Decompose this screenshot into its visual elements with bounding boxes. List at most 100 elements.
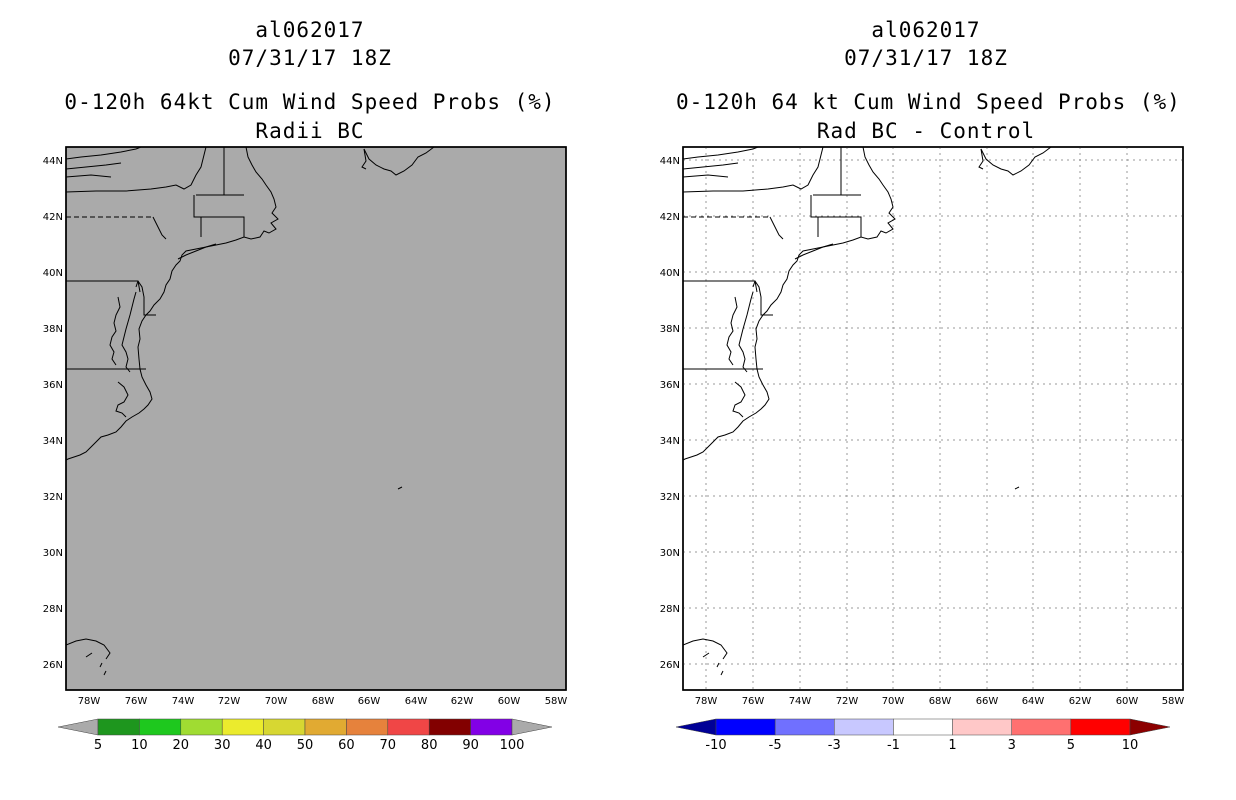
right-lat-label: 28N (660, 604, 680, 615)
right-colorbar-swatch (1011, 718, 1072, 736)
left-colorbar-swatch (304, 718, 347, 736)
left-lon-label: 58W (545, 696, 568, 707)
left-lon-label: 64W (405, 696, 428, 707)
right-colorbar-swatch (834, 718, 894, 736)
right-lat-label: 42N (660, 212, 680, 223)
right-plot-subtitle: Rad BC - Control (816, 119, 1036, 143)
right-lat-label: 40N (660, 268, 680, 279)
right-storm-id: al062017 (871, 18, 981, 42)
left-colorbar-swatch (387, 718, 430, 736)
right-colorbar-label: 1 (948, 738, 956, 753)
left-lat-label: 38N (43, 324, 63, 335)
left-map-frame (65, 146, 567, 691)
left-datetime: 07/31/17 18Z (228, 46, 392, 70)
left-colorbar-label: 20 (173, 738, 190, 753)
right-datetime: 07/31/17 18Z (844, 46, 1008, 70)
right-colorbar-over-arrow (1129, 718, 1171, 736)
left-lat-axis: 44N 42N 40N 38N 36N 34N 32N 30N 28N 26N (43, 156, 63, 671)
right-lon-label: 68W (929, 696, 952, 707)
right-lon-label: 78W (695, 696, 718, 707)
right-lat-label: 36N (660, 380, 680, 391)
left-lat-label: 40N (43, 268, 63, 279)
left-colorbar-swatch (97, 718, 140, 736)
left-colorbar-label: 40 (255, 738, 272, 753)
left-lon-label: 60W (498, 696, 521, 707)
right-lat-label: 26N (660, 660, 680, 671)
left-colorbar-label: 50 (297, 738, 314, 753)
right-lon-label: 74W (789, 696, 812, 707)
left-colorbar-under-arrow (57, 718, 99, 736)
left-colorbar-label: 10 (131, 738, 148, 753)
right-lon-label: 62W (1069, 696, 1092, 707)
left-lat-label: 34N (43, 436, 63, 447)
right-lon-label: 58W (1162, 696, 1185, 707)
right-lat-label: 34N (660, 436, 680, 447)
left-colorbar-label: 100 (500, 738, 525, 753)
right-map-frame (682, 146, 1184, 691)
right-lat-label: 38N (660, 324, 680, 335)
right-lat-label: 32N (660, 492, 680, 503)
right-lat-axis: 44N 42N 40N 38N 36N 34N 32N 30N 28N 26N (660, 156, 680, 671)
right-colorbar-swatch (1070, 718, 1131, 736)
left-colorbar-label: 80 (421, 738, 438, 753)
left-lat-label: 42N (43, 212, 63, 223)
left-colorbar-swatch (139, 718, 182, 736)
right-lon-label: 76W (742, 696, 765, 707)
right-lon-label: 70W (882, 696, 905, 707)
left-colorbar-swatch (263, 718, 306, 736)
right-lon-label: 64W (1022, 696, 1045, 707)
left-colorbar-swatch (346, 718, 389, 736)
left-lon-label: 66W (358, 696, 381, 707)
right-lon-axis: 78W 76W 74W 72W 70W 68W 66W 64W 62W 60W … (695, 696, 1185, 707)
right-colorbar-label: -10 (705, 738, 726, 753)
left-colorbar-label: 70 (380, 738, 397, 753)
left-colorbar: 5 10 20 30 40 50 60 70 80 90 100 (57, 718, 553, 753)
right-colorbar-label: 5 (1067, 738, 1075, 753)
right-colorbar-swatch (893, 718, 953, 736)
left-lat-label: 28N (43, 604, 63, 615)
left-lat-label: 36N (43, 380, 63, 391)
right-colorbar: -10 -5 -3 -1 1 3 5 10 (675, 718, 1171, 753)
right-colorbar-label: 3 (1008, 738, 1016, 753)
left-lon-label: 76W (125, 696, 148, 707)
left-colorbar-label: 30 (214, 738, 231, 753)
left-lon-label: 74W (172, 696, 195, 707)
right-colorbar-swatch (774, 718, 835, 736)
left-storm-id: al062017 (255, 18, 365, 42)
left-lat-label: 30N (43, 548, 63, 559)
right-colorbar-label: 10 (1122, 738, 1139, 753)
left-lon-axis: 78W 76W 74W 72W 70W 68W 66W 64W 62W 60W … (78, 696, 568, 707)
left-lon-label: 70W (265, 696, 288, 707)
left-lon-label: 62W (451, 696, 474, 707)
left-lon-label: 78W (78, 696, 101, 707)
right-plot-title: 0-120h 64 kt Cum Wind Speed Probs (%) (676, 90, 1181, 114)
left-lon-label: 68W (312, 696, 335, 707)
right-colorbar-swatch (715, 718, 776, 736)
right-map-grid (683, 147, 1183, 690)
right-lon-label: 72W (836, 696, 859, 707)
right-colorbar-under-arrow (675, 718, 717, 736)
left-colorbar-swatch (470, 718, 513, 736)
left-colorbar-over-arrow (511, 718, 553, 736)
right-lon-label: 66W (976, 696, 999, 707)
left-colorbar-label: 90 (462, 738, 479, 753)
left-colorbar-label: 5 (94, 738, 102, 753)
left-lat-label: 32N (43, 492, 63, 503)
left-lat-label: 44N (43, 156, 63, 167)
right-colorbar-swatch (952, 718, 1012, 736)
right-colorbar-label: -5 (769, 738, 782, 753)
left-colorbar-swatch (221, 718, 264, 736)
left-plot-subtitle: Radii BC (255, 119, 365, 143)
left-colorbar-swatch (428, 718, 471, 736)
right-colorbar-label: -1 (887, 738, 900, 753)
right-lon-label: 60W (1116, 696, 1139, 707)
left-plot-title: 0-120h 64kt Cum Wind Speed Probs (%) (64, 90, 556, 114)
left-lon-label: 72W (218, 696, 241, 707)
right-lat-label: 44N (660, 156, 680, 167)
left-colorbar-label: 60 (338, 738, 355, 753)
left-colorbar-swatch (180, 718, 223, 736)
left-lat-label: 26N (43, 660, 63, 671)
right-colorbar-label: -3 (828, 738, 841, 753)
right-lat-label: 30N (660, 548, 680, 559)
